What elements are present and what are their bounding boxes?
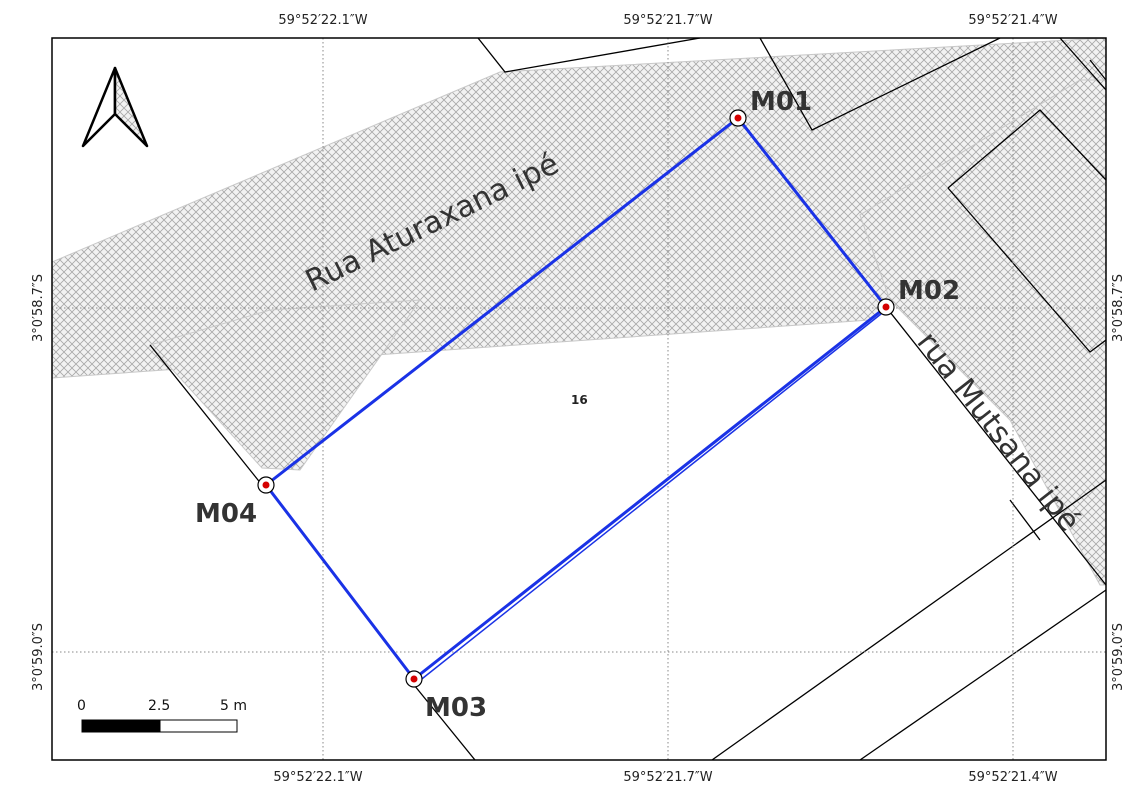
coord-left-2: 3°0′59.0″S [31,623,46,691]
scale-label-2-5: 2.5 [148,698,170,714]
coord-right-1: 3°0′58.7″S [1111,274,1126,342]
scale-label-0: 0 [77,698,86,714]
marker-label-m04: M04 [195,499,257,529]
scale-label-5m: 5 m [220,698,247,714]
marker-label-m02: M02 [898,276,960,306]
marker-m02[interactable] [877,298,895,316]
marker-m04[interactable] [257,476,275,494]
lot-number: 16 [571,393,588,407]
marker-label-m03: M03 [425,693,487,723]
coord-right-2: 3°0′59.0″S [1111,623,1126,691]
scale-bar: 0 2.5 5 m [77,698,247,733]
map-frame-border [51,37,1107,761]
street-area-corner [149,299,422,471]
marker-label-m01: M01 [750,87,812,117]
coord-top-1: 59°52′22.1″W [278,13,367,28]
coord-top-2: 59°52′21.7″W [623,13,712,28]
coord-bottom-3: 59°52′21.4″W [968,770,1057,785]
north-arrow-icon [81,66,149,148]
coord-bottom-1: 59°52′22.1″W [273,770,362,785]
coord-top-3: 59°52′21.4″W [968,13,1057,28]
coord-bottom-2: 59°52′21.7″W [623,770,712,785]
parcel-lines [149,38,1106,760]
lot-boundary-offset [417,309,887,683]
marker-m03[interactable] [405,670,423,688]
marker-m01[interactable] [729,109,747,127]
coord-left-1: 3°0′58.7″S [31,274,46,342]
street-area-mutsana [859,79,1106,586]
coordinate-grid [52,38,1106,760]
